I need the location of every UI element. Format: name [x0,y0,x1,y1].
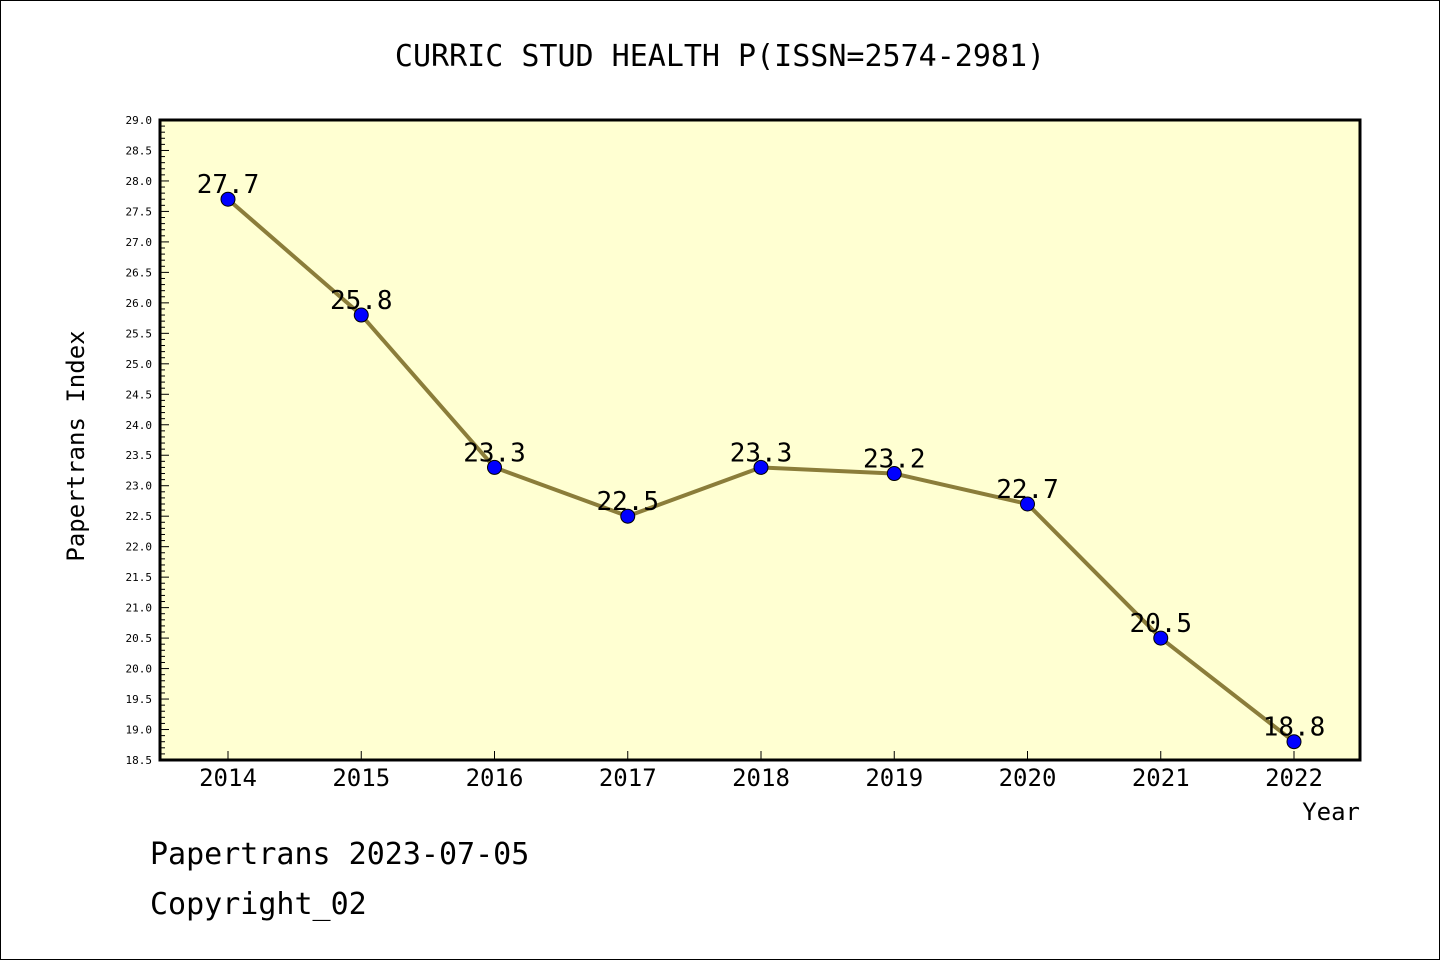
y-tick-label: 28.0 [126,175,153,188]
data-labels: 27.7 25.8 23.3 22.5 23.3 23.2 22.7 20.5 18.8 [197,170,1326,742]
data-point [1153,630,1169,646]
x-tick-label: 2022 [1265,764,1323,792]
y-tick-label: 23.5 [126,449,153,462]
x-tick-label: 2014 [199,764,257,792]
y-tick-label: 24.0 [126,419,153,432]
x-tick-label: 2016 [466,764,524,792]
footer-date: Papertrans 2023-07-05 [150,837,529,872]
y-tick-label: 19.5 [126,693,153,706]
data-point [886,466,902,482]
data-label: 20.5 [1129,609,1192,639]
x-axis: 2014 2015 2016 2017 2018 2019 2020 2021 2022 [199,751,1323,792]
y-tick-label: 23.0 [126,480,153,493]
data-label: 27.7 [197,170,260,200]
y-axis: 18.5 19.0 19.5 20.0 20.5 21.0 21.5 22.0 22.5 23.0… [126,114,169,767]
y-tick-label: 21.5 [126,571,153,584]
y-tick-label: 27.5 [126,205,153,218]
data-label: 22.7 [996,475,1059,505]
y-tick-label: 18.5 [126,754,153,767]
x-tick-label: 2019 [865,764,923,792]
y-tick-label: 20.5 [126,632,153,645]
data-label: 22.5 [596,487,659,517]
y-tick-label: 20.0 [126,663,153,676]
data-point [753,459,769,475]
data-point [1286,734,1302,750]
data-point [620,508,636,524]
plot-border [158,118,1362,762]
y-tick-label: 22.0 [126,541,153,554]
data-label: 23.3 [730,438,793,468]
data-label: 18.8 [1263,713,1326,743]
x-tick-label: 2021 [1132,764,1190,792]
data-point [487,459,502,475]
x-tick-label: 2020 [999,764,1057,792]
y-tick-label: 19.0 [126,724,153,737]
y-tick-label: 25.5 [126,327,153,340]
x-axis-label: Year [1302,798,1360,826]
data-markers [220,191,1302,750]
chart-title: CURRIC STUD HEALTH P(ISSN=2574-2981) [395,39,1045,74]
y-tick-label: 25.0 [126,358,153,371]
y-tick-label: 29.0 [126,114,153,127]
data-point [353,307,369,323]
data-label: 23.2 [863,445,926,475]
data-label: 25.8 [330,286,393,316]
y-tick-label: 24.5 [126,388,153,401]
data-label: 23.3 [463,438,526,468]
data-point [1020,496,1035,512]
x-tick-label: 2017 [599,764,657,792]
y-tick-label: 21.0 [126,602,153,615]
y-tick-label: 27.0 [126,236,153,249]
y-tick-label: 28.5 [126,144,153,157]
plot-area [160,120,1360,760]
data-point [220,191,236,207]
footer-copyright: Copyright_02 [150,887,367,922]
x-tick-label: 2018 [732,764,790,792]
x-tick-label: 2015 [332,764,390,792]
y-tick-label: 26.0 [126,297,153,310]
y-tick-label: 22.5 [126,510,153,523]
y-axis-label: Papertrans Index [62,330,90,561]
y-tick-label: 26.5 [126,266,153,279]
